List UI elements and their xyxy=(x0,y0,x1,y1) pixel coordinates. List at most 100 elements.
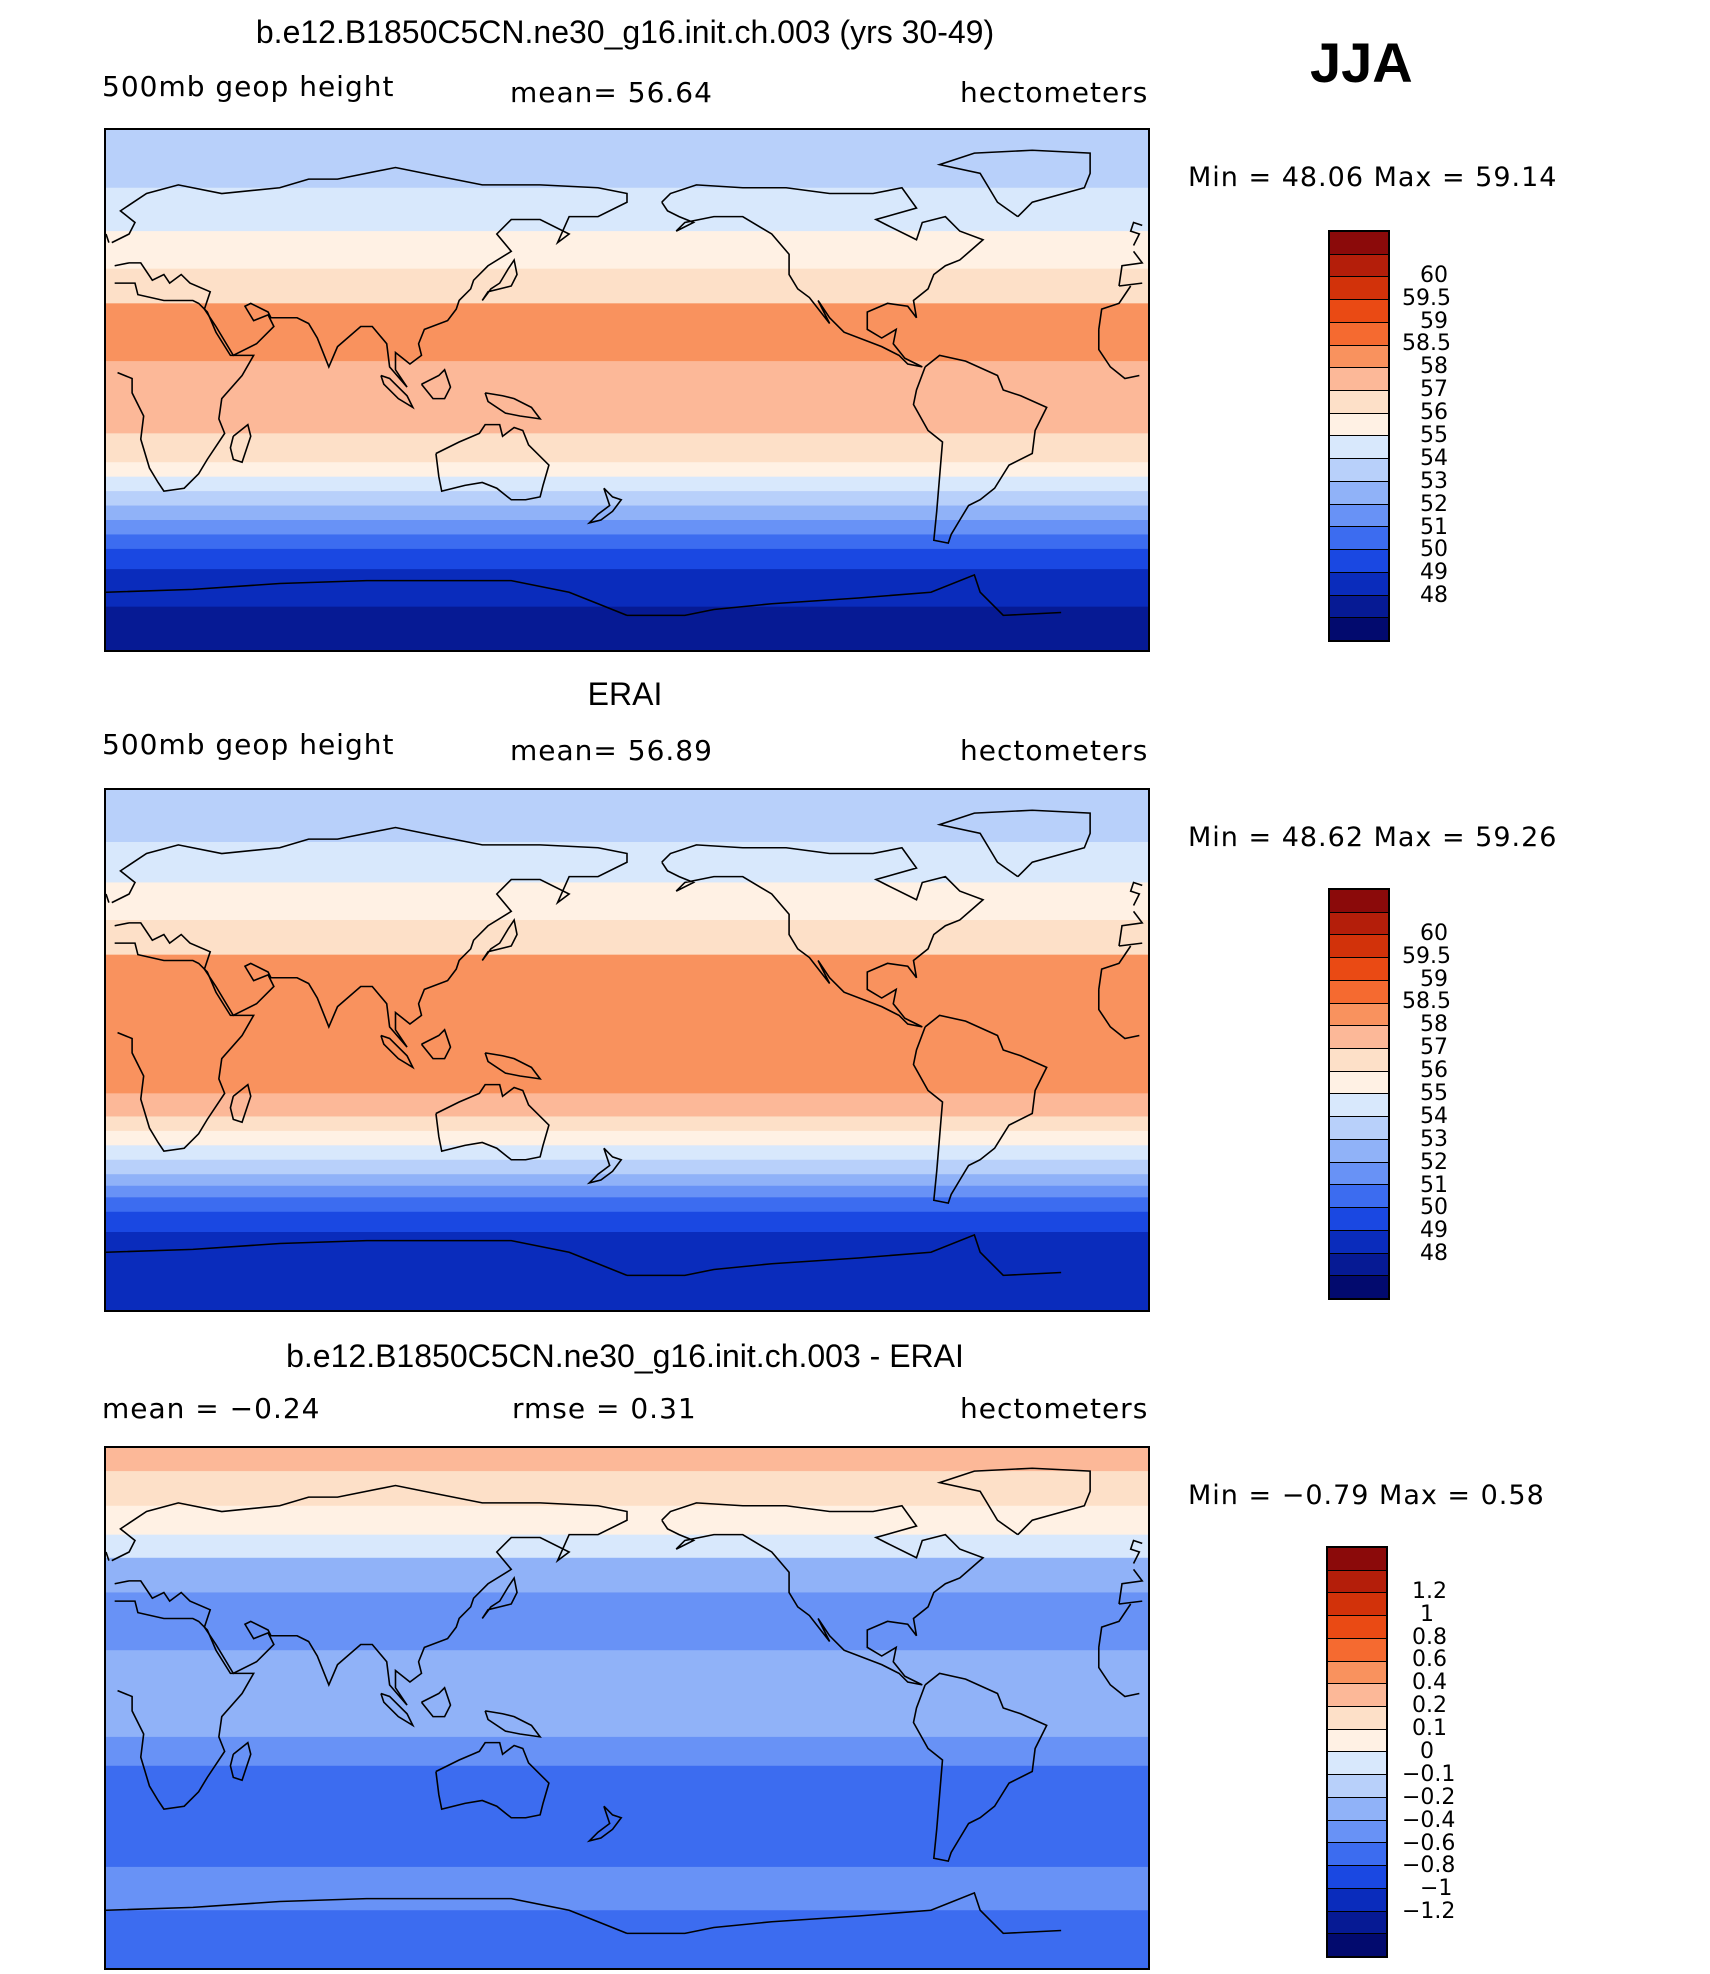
colorbar-tick-label: 0.8 xyxy=(1412,1624,1447,1650)
coastline xyxy=(380,374,415,410)
colorbar-tick-label: −0.8 xyxy=(1402,1853,1456,1879)
coastline xyxy=(106,221,1143,246)
colorbar-tick-label: 59.5 xyxy=(1402,943,1451,969)
contour-band xyxy=(106,1211,1148,1233)
coastline xyxy=(481,1575,518,1619)
contour-band xyxy=(106,1765,1148,1810)
panel-2-colorbar xyxy=(1328,888,1390,1300)
colorbar-tick-label: 56 xyxy=(1420,1058,1448,1084)
coastline xyxy=(106,573,1062,617)
coastline xyxy=(420,1686,452,1718)
colorbar-tick-label: 54 xyxy=(1420,1103,1448,1129)
contour-band xyxy=(106,361,1148,434)
colorbar-swatch xyxy=(1330,1048,1388,1071)
colorbar-tick-label: −0.4 xyxy=(1402,1807,1456,1833)
coastline xyxy=(586,1147,623,1185)
contour-band xyxy=(106,882,1148,921)
colorbar-tick-label: −0.1 xyxy=(1402,1761,1456,1787)
colorbar-swatch xyxy=(1330,1275,1388,1298)
contour-band xyxy=(106,1093,1148,1117)
coastline xyxy=(484,1710,542,1738)
colorbar-swatch xyxy=(1330,435,1388,459)
colorbar-tick-label: 49 xyxy=(1420,560,1448,586)
colorbar-tick-label: −1.2 xyxy=(1402,1899,1456,1925)
colorbar-swatch xyxy=(1330,503,1388,527)
coastline xyxy=(586,1805,623,1843)
contour-band xyxy=(106,1116,1148,1132)
coastline xyxy=(661,1502,985,1686)
panel-1-title: b.e12.B1850C5CN.ne30_g16.init.ch.003 (yr… xyxy=(255,14,995,50)
colorbar-tick-label: 48 xyxy=(1420,583,1448,609)
panel-3-minmax: Min = −0.79 Max = 0.58 xyxy=(1188,1480,1545,1511)
colorbar-tick-label: −0.2 xyxy=(1402,1784,1456,1810)
coastline xyxy=(106,1233,1062,1277)
colorbar-tick-label: 53 xyxy=(1420,468,1448,494)
colorbar-swatch xyxy=(1330,617,1388,640)
coastline xyxy=(106,1891,1062,1935)
panel-3-rmse-label: rmse = 0.31 xyxy=(512,1392,697,1425)
colorbar-swatch xyxy=(1328,1933,1386,1956)
panel-1-units-label: hectometers xyxy=(960,76,1149,109)
coastline xyxy=(380,1034,415,1070)
colorbar-tick-label: 51 xyxy=(1420,1172,1448,1198)
colorbar-tick-label: −1 xyxy=(1420,1876,1453,1902)
colorbar-swatch xyxy=(1330,890,1388,912)
panel-2-minmax: Min = 48.62 Max = 59.26 xyxy=(1188,822,1558,853)
colorbar-tick-label: 55 xyxy=(1420,423,1448,448)
coastline xyxy=(936,809,1091,878)
contour-band xyxy=(106,1650,1148,1738)
colorbar-swatch xyxy=(1330,412,1388,436)
colorbar-swatch xyxy=(1330,911,1388,935)
panel-1-map xyxy=(104,128,1150,652)
colorbar-swatch xyxy=(1330,367,1388,391)
contour-band xyxy=(106,1185,1148,1198)
coastline xyxy=(484,1052,542,1080)
coastline xyxy=(435,1741,550,1819)
contour-band xyxy=(106,462,1148,478)
colorbar-swatch xyxy=(1330,934,1388,958)
colorbar-swatch xyxy=(1330,1116,1388,1139)
contour-band xyxy=(106,433,1148,463)
coastline xyxy=(114,1600,1140,1810)
colorbar-swatch xyxy=(1330,957,1388,980)
coastline-group xyxy=(106,149,1144,617)
panel-3-colorbar xyxy=(1326,1546,1388,1958)
panel-3-mean-label: mean = −0.24 xyxy=(102,1392,321,1425)
colorbar-swatch xyxy=(1328,1569,1386,1593)
contour-band xyxy=(106,268,1148,304)
coastline xyxy=(912,354,1048,545)
contour-band xyxy=(106,534,1148,550)
coastline xyxy=(481,257,518,301)
panel-2-map xyxy=(104,788,1150,1312)
contour-band xyxy=(106,1736,1148,1767)
contour-band xyxy=(106,1232,1148,1310)
colorbar-swatch xyxy=(1330,321,1388,345)
panel-2-variable-label: 500mb geop height xyxy=(102,728,395,761)
colorbar-swatch xyxy=(1328,1728,1386,1752)
colorbar-swatch xyxy=(1328,1660,1386,1684)
colorbar-swatch xyxy=(1330,1229,1388,1253)
coastline xyxy=(229,423,252,464)
panel-1-minmax: Min = 48.06 Max = 59.14 xyxy=(1188,162,1558,193)
colorbar-swatch xyxy=(1328,1592,1386,1616)
colorbar-tick-label: 59 xyxy=(1420,308,1448,334)
contour-band xyxy=(106,303,1148,362)
colorbar-swatch xyxy=(1330,1207,1388,1230)
colorbar-swatch xyxy=(1328,1706,1386,1729)
contour-band xyxy=(106,1910,1148,1968)
colorbar-tick-label: 0.4 xyxy=(1412,1670,1447,1696)
colorbar-tick-label: 0 xyxy=(1420,1739,1434,1764)
colorbar-swatch xyxy=(1330,390,1388,413)
contour-band xyxy=(106,1448,1148,1472)
panel-2-units-label: hectometers xyxy=(960,734,1149,767)
colorbar-swatch xyxy=(1330,526,1388,550)
coastline xyxy=(420,1028,452,1060)
panel-3-map xyxy=(104,1446,1150,1970)
colorbar-tick-label: 59 xyxy=(1420,966,1448,992)
contour-band xyxy=(106,1534,1148,1559)
colorbar-swatch xyxy=(1330,1025,1388,1049)
season-label: JJA xyxy=(1310,31,1413,94)
contour-band xyxy=(106,1866,1148,1911)
colorbar-tick-label: −0.6 xyxy=(1402,1830,1456,1856)
contour-band xyxy=(106,476,1148,492)
